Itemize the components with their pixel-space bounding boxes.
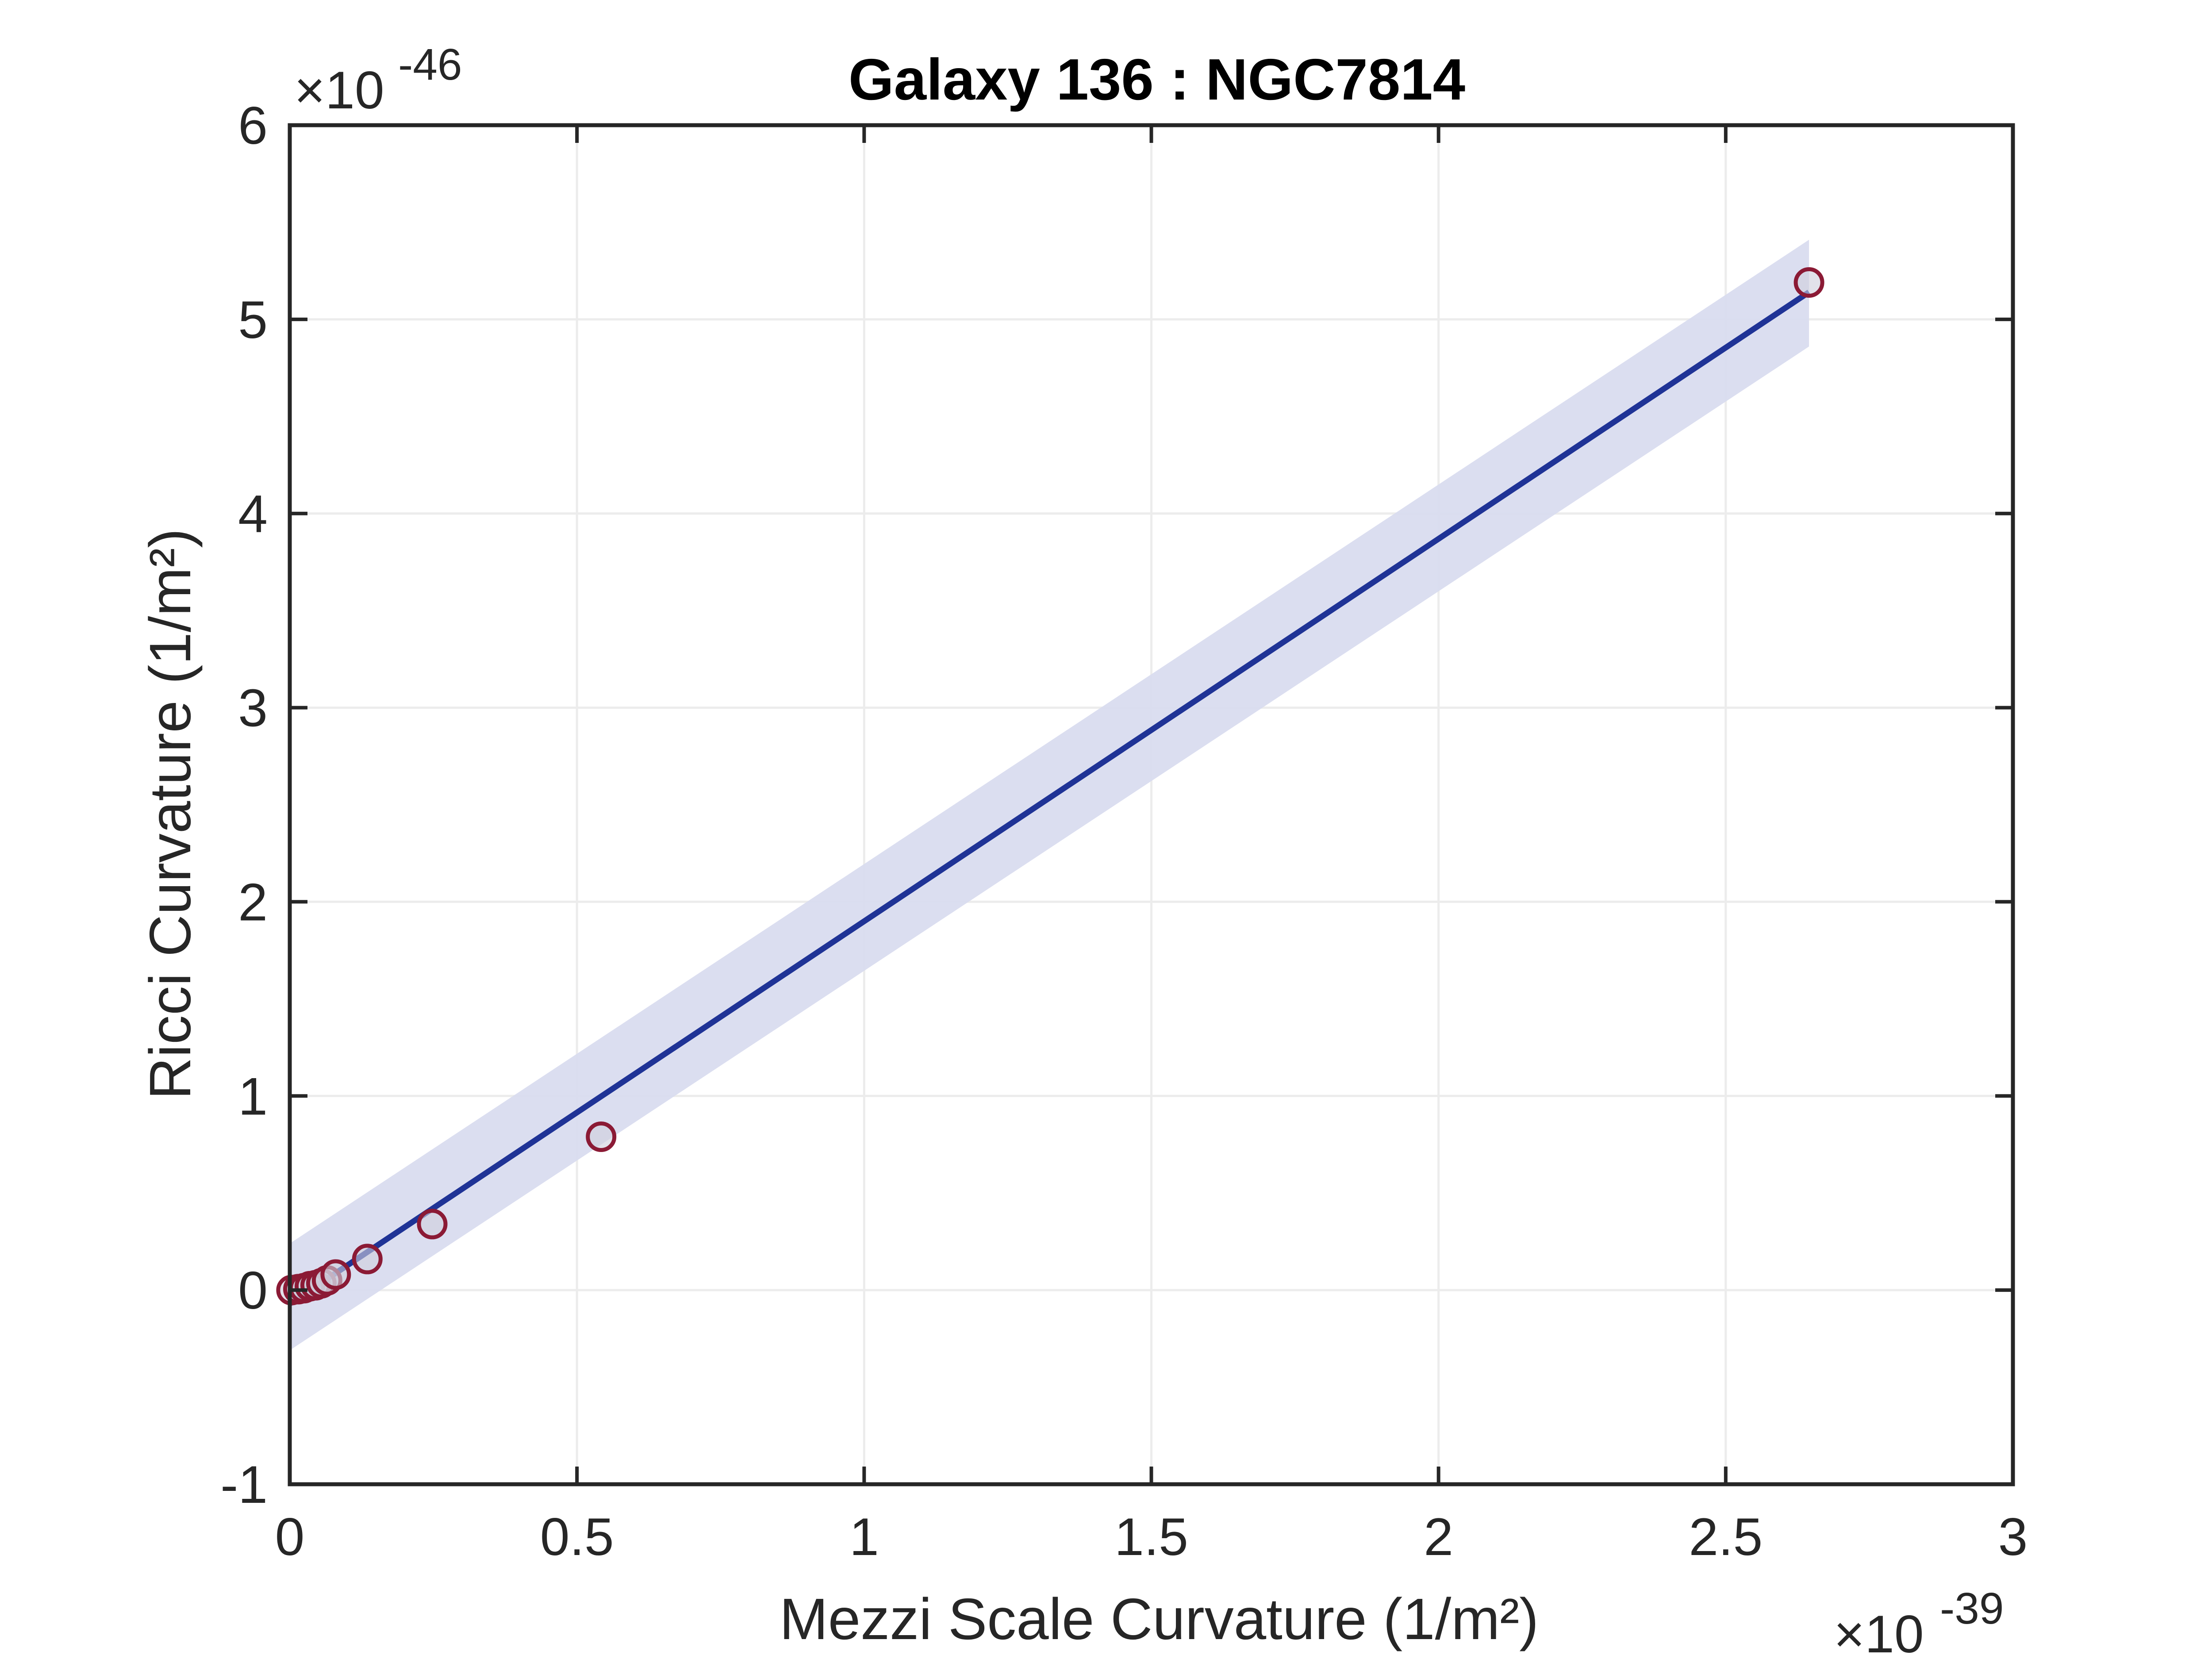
x-exponent-base: ×10 [1834,1605,1924,1659]
y-exponent-label: ×10 -46 [294,40,462,120]
data-point [417,1209,448,1240]
x-tick-labels: 0 0.5 1 1.5 2 2.5 3 [275,1507,2028,1567]
y-tick-label: 4 [238,484,268,544]
x-tick-label: 1.5 [1114,1507,1188,1567]
y-exponent-power: -46 [398,40,462,89]
x-axis-label: Mezzi Scale Curvature (1/m²) [780,1586,1539,1651]
x-exponent-power: -39 [1940,1584,2004,1633]
x-tick-label: 1 [849,1507,879,1567]
y-tick-label: 6 [238,96,268,155]
x-tick-label: 0.5 [540,1507,614,1567]
y-tick-label: 3 [238,679,268,738]
axis-ticks [288,123,2015,1486]
chart-title: Galaxy 136 : NGC7814 [849,47,1465,112]
data-point [1793,267,1824,298]
data-points-layer [276,267,1824,1306]
y-tick-label: 5 [238,290,268,349]
x-tick-label: 3 [1998,1507,2028,1567]
fit-line [288,290,1811,1306]
data-point [320,1259,351,1290]
y-tick-label: -1 [220,1455,268,1514]
y-axis-label: Ricci Curvature (1/m²) [138,529,203,1100]
svg-text:-46: -46 [398,40,462,89]
y-tick-labels: -1 0 1 2 3 4 5 6 [220,96,268,1514]
svg-text:×10: ×10 [294,61,384,120]
y-tick-label: 2 [238,872,268,932]
svg-text:×10: ×10 [1834,1605,1924,1659]
data-point [586,1121,617,1152]
svg-text:-39: -39 [1940,1584,2004,1633]
x-tick-label: 2 [1424,1507,1453,1567]
y-exponent-base: ×10 [294,61,384,120]
x-tick-label: 0 [275,1507,305,1567]
y-tick-label: 0 [238,1261,268,1320]
x-exponent-label: ×10 -39 [1834,1584,2004,1659]
fit-line-layer [288,290,1811,1306]
data-point [352,1244,383,1275]
x-tick-label: 2.5 [1689,1507,1763,1567]
y-tick-label: 1 [238,1067,268,1126]
